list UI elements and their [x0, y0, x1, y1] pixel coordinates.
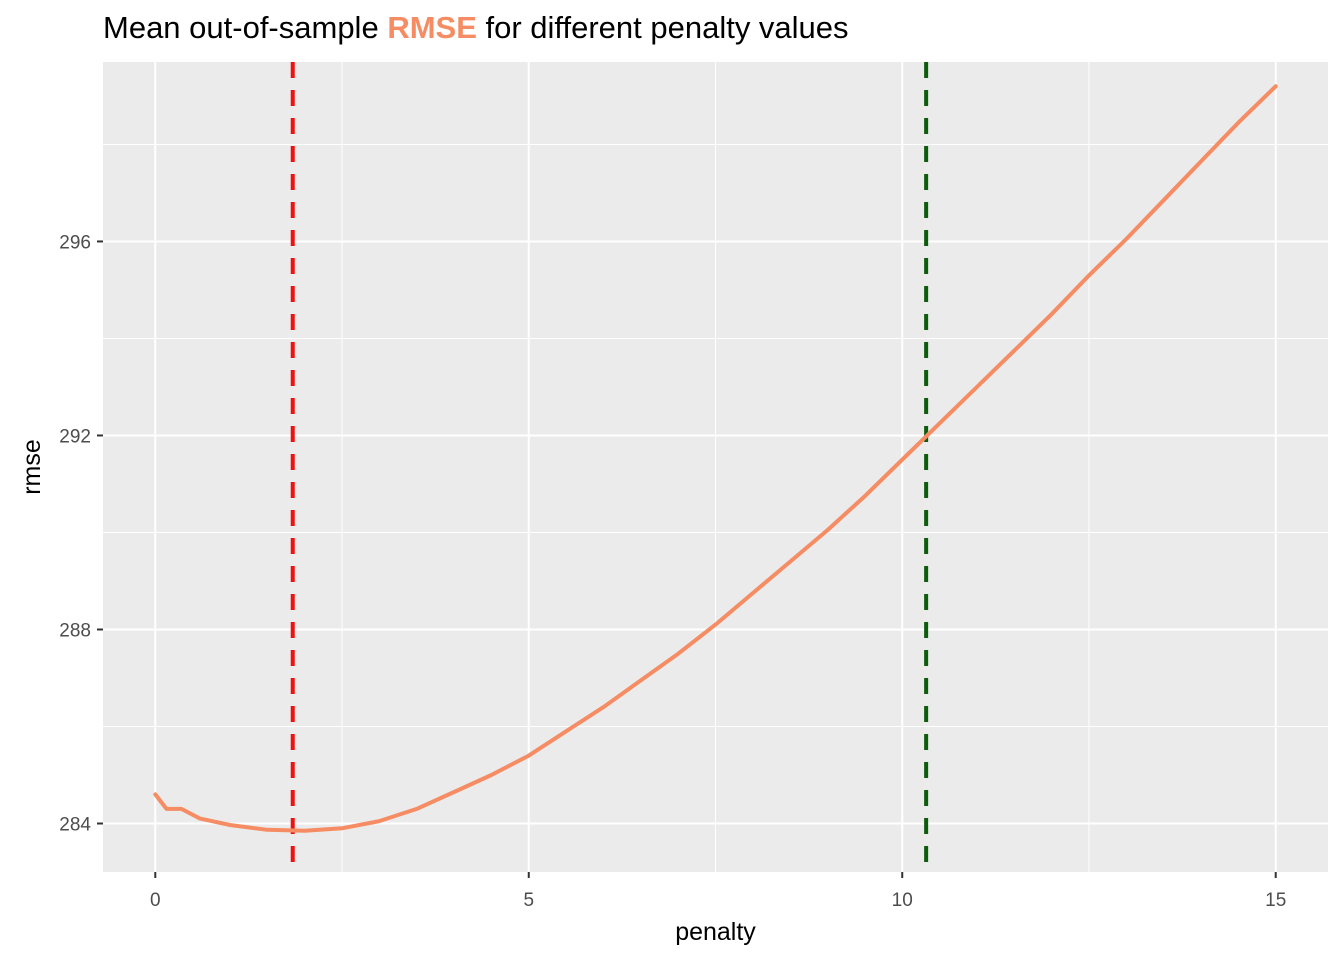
rmse-series-line [153, 84, 1278, 833]
y-axis-ticks: 284 288 292 296 [59, 232, 103, 835]
x-tick-label: 10 [892, 890, 913, 911]
y-tick-label: 292 [59, 426, 91, 447]
x-axis-title: penalty [675, 918, 756, 946]
reference-lines [290, 62, 929, 872]
chart-title: Mean out-of-sample RMSE for different pe… [103, 10, 849, 46]
title-highlight: RMSE [387, 10, 477, 45]
title-prefix: Mean out-of-sample [103, 10, 388, 45]
x-axis-ticks: 0 5 10 15 [150, 872, 1286, 911]
y-axis-title: rmse [18, 439, 46, 495]
x-tick-label: 0 [150, 890, 161, 911]
minor-gridlines [103, 62, 1328, 872]
y-tick-label: 284 [59, 814, 91, 835]
y-tick-label: 296 [59, 232, 91, 253]
x-tick-label: 5 [523, 890, 534, 911]
title-suffix: for different penalty values [476, 10, 849, 45]
y-tick-label: 288 [59, 620, 91, 641]
x-tick-label: 15 [1265, 890, 1286, 911]
major-gridlines [103, 62, 1328, 872]
